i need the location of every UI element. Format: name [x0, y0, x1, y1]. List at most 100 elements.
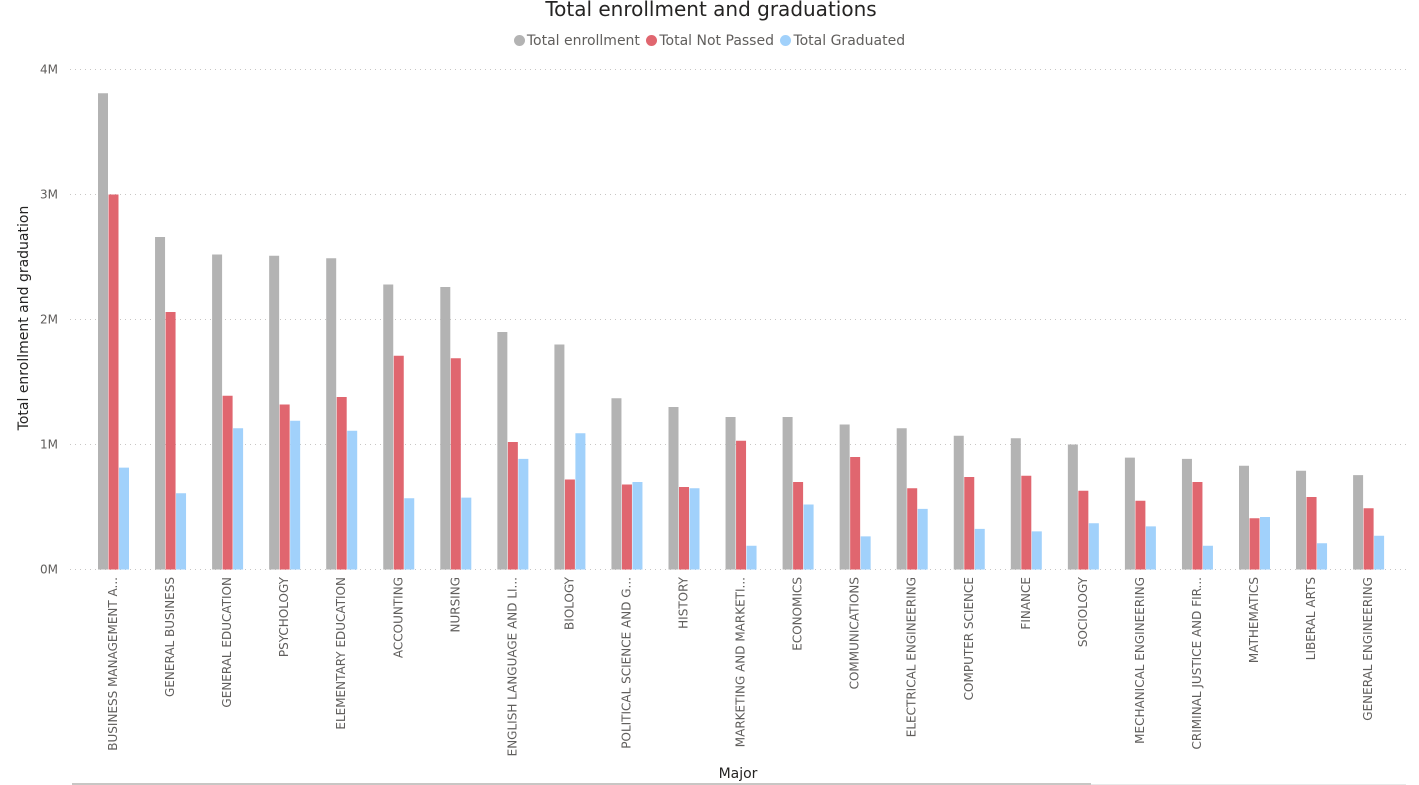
bar-total-not-passed[interactable]	[679, 487, 689, 570]
legend-item-total-enrollment[interactable]: Total enrollment	[513, 33, 640, 49]
bar-total-enrollment[interactable]	[782, 417, 793, 570]
bar-total-not-passed[interactable]	[507, 442, 518, 570]
bar-total-graduated[interactable]	[803, 504, 814, 570]
x-category-label: ENGLISH LANGUAGE AND LI...	[505, 577, 519, 756]
bar-total-enrollment[interactable]	[1067, 444, 1078, 570]
bar-total-enrollment[interactable]	[98, 93, 108, 570]
bar-total-enrollment[interactable]	[725, 417, 736, 570]
bar-total-not-passed[interactable]	[1192, 482, 1203, 570]
legend-marker-icon	[646, 35, 658, 46]
bar-total-enrollment[interactable]	[1239, 465, 1249, 570]
bar-total-not-passed[interactable]	[165, 312, 176, 570]
bar-total-enrollment[interactable]	[155, 237, 166, 570]
x-category-label: ELEMENTARY EDUCATION	[334, 577, 348, 730]
legend-item-total-graduated[interactable]: Total Graduated	[780, 33, 905, 49]
bar-total-graduated[interactable]	[404, 498, 415, 570]
bar-total-enrollment[interactable]	[668, 407, 679, 570]
bar-total-graduated[interactable]	[860, 536, 871, 570]
bar-total-enrollment[interactable]	[497, 332, 508, 570]
bar-total-enrollment[interactable]	[1010, 438, 1021, 570]
horizontal-scrollbar-thumb[interactable]	[72, 783, 1091, 785]
x-category-label: COMPUTER SCIENCE	[962, 577, 976, 700]
bar-total-graduated[interactable]	[461, 497, 472, 570]
x-category-label: CRIMINAL JUSTICE AND FIR...	[1190, 577, 1204, 749]
bar-total-not-passed[interactable]	[793, 482, 804, 570]
y-tick-label: 3M	[40, 188, 58, 202]
bar-total-not-passed[interactable]	[964, 477, 975, 570]
y-tick-label: 2M	[40, 313, 58, 327]
bar-total-graduated[interactable]	[233, 428, 244, 570]
bar-total-enrollment[interactable]	[1296, 470, 1307, 570]
bar-total-enrollment[interactable]	[1124, 457, 1135, 570]
x-category-label: ECONOMICS	[791, 577, 805, 651]
x-category-label: COMMUNICATIONS	[848, 577, 862, 689]
bar-total-enrollment[interactable]	[839, 424, 850, 570]
bar-total-not-passed[interactable]	[1135, 500, 1146, 570]
bar-total-graduated[interactable]	[176, 493, 187, 570]
x-category-label: GENERAL EDUCATION	[220, 577, 234, 708]
bar-total-not-passed[interactable]	[736, 440, 747, 570]
bar-total-graduated[interactable]	[1260, 517, 1270, 570]
x-category-label: NURSING	[448, 577, 462, 633]
bar-total-enrollment[interactable]	[1353, 475, 1364, 570]
bar-total-graduated[interactable]	[575, 433, 586, 570]
bar-total-not-passed[interactable]	[564, 479, 575, 570]
bar-total-graduated[interactable]	[518, 458, 529, 570]
bar-total-enrollment[interactable]	[269, 255, 280, 570]
bar-total-graduated[interactable]	[290, 420, 301, 570]
legend-item-total-not-passed[interactable]: Total Not Passed	[646, 33, 774, 49]
x-category-label: MARKETING AND MARKETI...	[734, 577, 748, 747]
x-category-label: MECHANICAL ENGINEERING	[1133, 577, 1147, 744]
bar-total-graduated[interactable]	[689, 488, 700, 570]
bar-total-enrollment[interactable]	[212, 254, 223, 570]
bar-total-not-passed[interactable]	[1021, 475, 1032, 570]
bar-total-graduated[interactable]	[1145, 526, 1156, 570]
bar-total-enrollment[interactable]	[611, 398, 622, 570]
bar-total-not-passed[interactable]	[1249, 518, 1260, 570]
bar-total-not-passed[interactable]	[907, 488, 918, 570]
chart-legend[interactable]: Total enrollment Total Not Passed Total …	[0, 33, 1419, 49]
y-tick-label: 4M	[40, 63, 58, 77]
bar-total-not-passed[interactable]	[393, 355, 404, 570]
x-category-label: GENERAL ENGINEERING	[1361, 577, 1375, 721]
y-tick-label: 0M	[40, 563, 58, 577]
x-category-label: POLITICAL SCIENCE AND G...	[619, 577, 633, 749]
bar-total-not-passed[interactable]	[108, 194, 119, 570]
bar-total-graduated[interactable]	[1317, 543, 1328, 570]
legend-marker-icon	[780, 35, 792, 46]
bar-total-graduated[interactable]	[1202, 545, 1213, 570]
bar-total-not-passed[interactable]	[1306, 497, 1317, 570]
bar-total-enrollment[interactable]	[383, 284, 394, 570]
bar-total-not-passed[interactable]	[336, 397, 347, 570]
legend-label: Total enrollment	[526, 33, 640, 49]
x-axis-title: Major	[718, 766, 758, 782]
bar-total-enrollment[interactable]	[554, 344, 565, 570]
bar-total-not-passed[interactable]	[450, 358, 461, 570]
bar-total-enrollment[interactable]	[440, 287, 451, 570]
x-category-label: LIBERAL ARTS	[1304, 577, 1318, 660]
bar-total-graduated[interactable]	[917, 508, 928, 570]
bar-total-not-passed[interactable]	[279, 404, 290, 570]
bar-total-graduated[interactable]	[347, 430, 358, 570]
bar-total-enrollment[interactable]	[953, 435, 964, 570]
bar-total-not-passed[interactable]	[1078, 490, 1089, 570]
bar-total-graduated[interactable]	[632, 482, 643, 570]
bar-total-not-passed[interactable]	[850, 457, 861, 570]
bar-total-graduated[interactable]	[746, 545, 757, 570]
x-category-label: PSYCHOLOGY	[277, 576, 291, 657]
bar-total-not-passed[interactable]	[1363, 508, 1374, 570]
bar-total-not-passed[interactable]	[621, 484, 632, 570]
bar-total-graduated[interactable]	[1031, 531, 1042, 570]
legend-label: Total Graduated	[793, 33, 906, 49]
bar-total-graduated[interactable]	[1088, 523, 1099, 570]
x-category-label: ACCOUNTING	[391, 577, 405, 658]
bar-total-graduated[interactable]	[974, 528, 985, 570]
bar-total-graduated[interactable]	[1374, 535, 1385, 570]
bar-total-not-passed[interactable]	[222, 395, 233, 570]
bar-total-enrollment[interactable]	[896, 428, 907, 570]
bar-total-graduated[interactable]	[119, 467, 129, 570]
bar-total-enrollment[interactable]	[1181, 458, 1192, 570]
bar-total-enrollment[interactable]	[326, 258, 337, 570]
x-category-label: MATHEMATICS	[1247, 577, 1261, 663]
